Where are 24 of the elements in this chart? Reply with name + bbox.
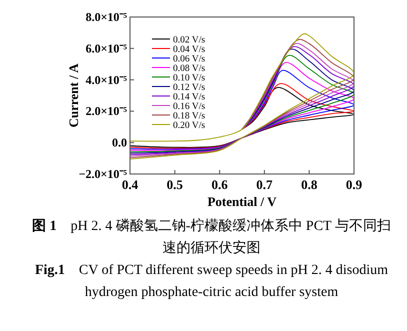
legend-label: 0.20 V/s	[173, 121, 206, 131]
legend-label: 0.16 V/s	[173, 102, 206, 112]
x-axis-title: Potential / V	[207, 194, 278, 209]
legend-label: 0.12 V/s	[173, 83, 206, 93]
x-tick-label: 0.8	[301, 177, 318, 192]
legend-label: 0.10 V/s	[173, 74, 206, 84]
y-tick-label: 2.0×10⁻⁵	[86, 104, 128, 118]
y-axis-title: Current / A	[66, 62, 81, 128]
y-tick-label: 6.0×10⁻⁵	[86, 41, 128, 56]
caption: 图 1 pH 2. 4 磷酸氢二钠-柠檬酸缓冲体系中 PCT 与不同扫速的循环伏安图	[31, 217, 392, 258]
caption: Fig.1 CV of PCT different sweep speeds in pH 2. 4 disodium hydrogen phosphate-citric acid buffer system	[34, 262, 390, 302]
y-tick-label: 4.0×10⁻⁵	[86, 72, 128, 87]
legend-label: 0.02 V/s	[173, 36, 206, 46]
legend-label: 0.08 V/s	[173, 64, 206, 74]
y-tick-label: 8.0×10⁻⁵	[86, 10, 128, 24]
x-tick-label: 0.7	[256, 177, 274, 192]
y-tick-label: 0.0	[112, 136, 127, 150]
legend-label: 0.18 V/s	[173, 112, 206, 122]
legend-label: 0.04 V/s	[173, 45, 206, 55]
x-tick-label: 0.9	[346, 177, 363, 192]
x-tick-label: 0.5	[166, 177, 184, 192]
legend-label: 0.06 V/s	[173, 54, 206, 64]
x-tick-label: 0.6	[211, 177, 228, 192]
legend-label: 0.14 V/s	[173, 92, 206, 102]
